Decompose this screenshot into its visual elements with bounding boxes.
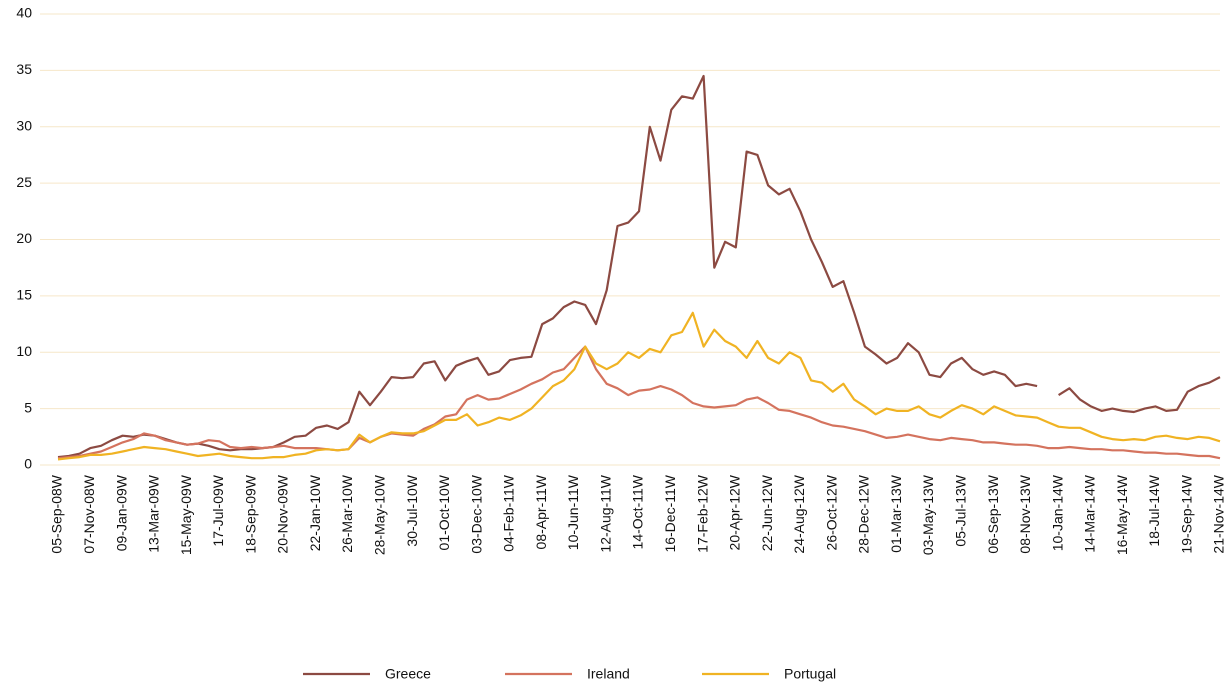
x-tick-label: 03-May-13W	[920, 474, 936, 555]
x-tick-label: 15-May-09W	[178, 474, 194, 555]
y-tick-label: 15	[16, 287, 32, 303]
x-tick-label: 20-Nov-09W	[275, 474, 291, 553]
x-tick-label: 17-Feb-12W	[694, 474, 710, 553]
x-tick-label: 20-Apr-12W	[727, 474, 743, 550]
x-tick-label: 08-Apr-11W	[533, 474, 549, 549]
x-tick-label: 21-Nov-14W	[1211, 474, 1225, 553]
x-tick-label: 13-Mar-09W	[146, 474, 162, 553]
x-tick-label: 16-Dec-11W	[662, 474, 678, 552]
x-tick-label: 06-Sep-13W	[985, 474, 1001, 553]
x-tick-label: 01-Oct-10W	[436, 474, 452, 550]
x-tick-label: 14-Oct-11W	[630, 474, 646, 549]
x-tick-label: 05-Sep-08W	[49, 474, 65, 553]
x-tick-label: 01-Mar-13W	[888, 474, 904, 553]
x-tick-label: 08-Nov-13W	[1017, 474, 1033, 553]
x-tick-label: 12-Aug-11W	[597, 474, 613, 552]
y-tick-label: 20	[16, 230, 32, 246]
x-tick-label: 07-Nov-08W	[81, 474, 97, 553]
y-tick-label: 10	[16, 343, 32, 359]
legend-label: Greece	[385, 666, 431, 682]
x-tick-label: 17-Jul-09W	[210, 474, 226, 546]
x-tick-label: 19-Sep-14W	[1178, 474, 1194, 553]
x-tick-label: 18-Jul-14W	[1146, 474, 1162, 546]
series-line	[57, 345, 1221, 460]
x-tick-label: 28-May-10W	[371, 474, 387, 555]
x-tick-label: 26-Mar-10W	[339, 474, 355, 553]
x-tick-label: 18-Sep-09W	[242, 474, 258, 553]
series-line	[57, 311, 1221, 461]
y-tick-label: 30	[16, 117, 32, 133]
x-tick-label: 14-Mar-14W	[1082, 474, 1098, 553]
series-line	[57, 74, 1221, 459]
y-tick-label: 0	[24, 456, 32, 472]
x-tick-label: 04-Feb-11W	[501, 474, 517, 552]
y-tick-label: 40	[16, 5, 32, 21]
y-tick-label: 35	[16, 61, 32, 77]
legend-label: Ireland	[587, 666, 630, 682]
x-tick-label: 26-Oct-12W	[823, 474, 839, 550]
y-tick-label: 25	[16, 174, 32, 190]
x-tick-label: 10-Jun-11W	[565, 474, 581, 550]
x-tick-label: 24-Aug-12W	[791, 474, 807, 553]
x-tick-label: 16-May-14W	[1114, 474, 1130, 555]
x-tick-label: 03-Dec-10W	[468, 474, 484, 553]
x-tick-label: 30-Jul-10W	[404, 474, 420, 546]
x-tick-label: 05-Jul-13W	[952, 474, 968, 546]
x-tick-label: 22-Jun-12W	[759, 474, 775, 551]
x-tick-label: 10-Jan-14W	[1049, 474, 1065, 551]
x-tick-label: 09-Jan-09W	[113, 474, 129, 551]
x-tick-label: 28-Dec-12W	[856, 474, 872, 553]
y-tick-label: 5	[24, 399, 32, 415]
x-tick-label: 22-Jan-10W	[307, 474, 323, 551]
legend-label: Portugal	[784, 666, 836, 682]
